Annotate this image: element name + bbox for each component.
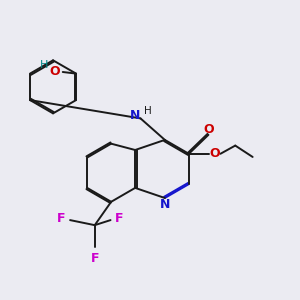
- Text: F: F: [115, 212, 123, 225]
- Text: O: O: [204, 123, 214, 136]
- Text: F: F: [57, 212, 66, 225]
- Text: O: O: [49, 65, 60, 78]
- Text: N: N: [160, 198, 171, 212]
- Text: H: H: [40, 60, 49, 70]
- Text: H: H: [144, 106, 151, 116]
- Text: F: F: [91, 252, 99, 265]
- Text: N: N: [130, 109, 140, 122]
- Text: O: O: [209, 147, 220, 160]
